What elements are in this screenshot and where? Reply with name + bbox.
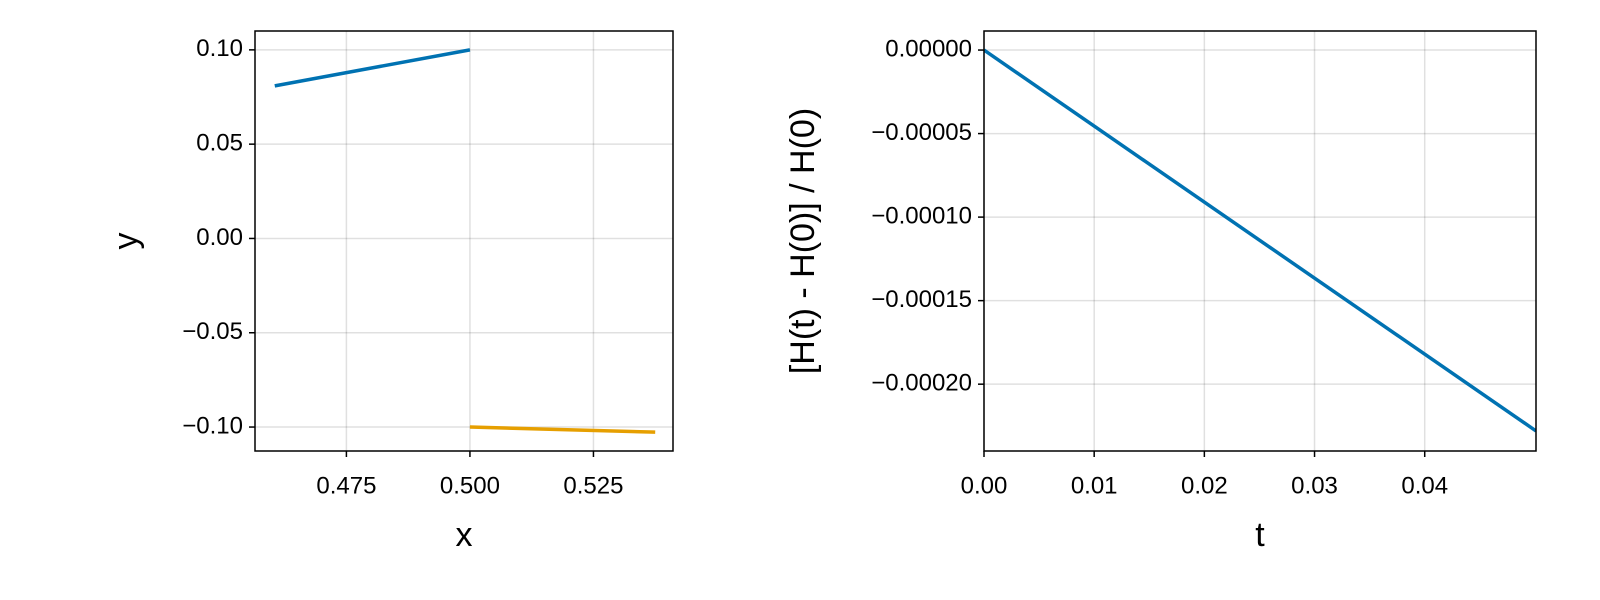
x-tick-label: 0.500: [440, 472, 500, 499]
line: [274, 48, 471, 88]
x-tick-label: 0.00: [961, 472, 1008, 499]
panel: 0.00 0.01 0.02 0.03 0.04 0.00000 −0.00005 −0.00…: [784, 30, 1537, 554]
y-axis-label: y: [107, 233, 145, 250]
panel: 0.475 0.500 0.525 0.10 0.05 0.00 −0.05 −0.10 x y: [107, 30, 674, 554]
x-tick-label: 0.525: [563, 472, 623, 499]
y-tick-label: 0.00000: [885, 35, 972, 62]
x-tick-label: 0.01: [1071, 472, 1118, 499]
x-axis-label: t: [1255, 516, 1265, 554]
y-tick-label: −0.00020: [871, 370, 972, 397]
y-tick-label: −0.05: [182, 318, 243, 345]
y-tick-label: −0.10: [182, 412, 243, 439]
plot-area: [984, 48, 1536, 433]
y-axis-label: [H(t) - H(0)] / H(0): [784, 108, 822, 374]
y-tick-label: 0.05: [196, 130, 243, 157]
x-tick-label: 0.475: [316, 472, 376, 499]
plot-area: [274, 48, 656, 434]
y-tick-label: 0.10: [196, 35, 243, 62]
axes-frame: [983, 30, 1537, 452]
y-tick-label: −0.00010: [871, 202, 972, 229]
axes-frame: [254, 30, 674, 452]
x-tick-label: 0.02: [1181, 472, 1228, 499]
x-tick-label: 0.03: [1291, 472, 1338, 499]
x-axis-label: x: [456, 516, 473, 554]
line: [984, 48, 1536, 433]
y-tick-label: −0.00005: [871, 119, 972, 146]
y-tick-label: 0.00: [196, 224, 243, 251]
x-tick-label: 0.04: [1401, 472, 1448, 499]
y-tick-label: −0.00015: [871, 286, 972, 313]
line: [469, 425, 656, 434]
